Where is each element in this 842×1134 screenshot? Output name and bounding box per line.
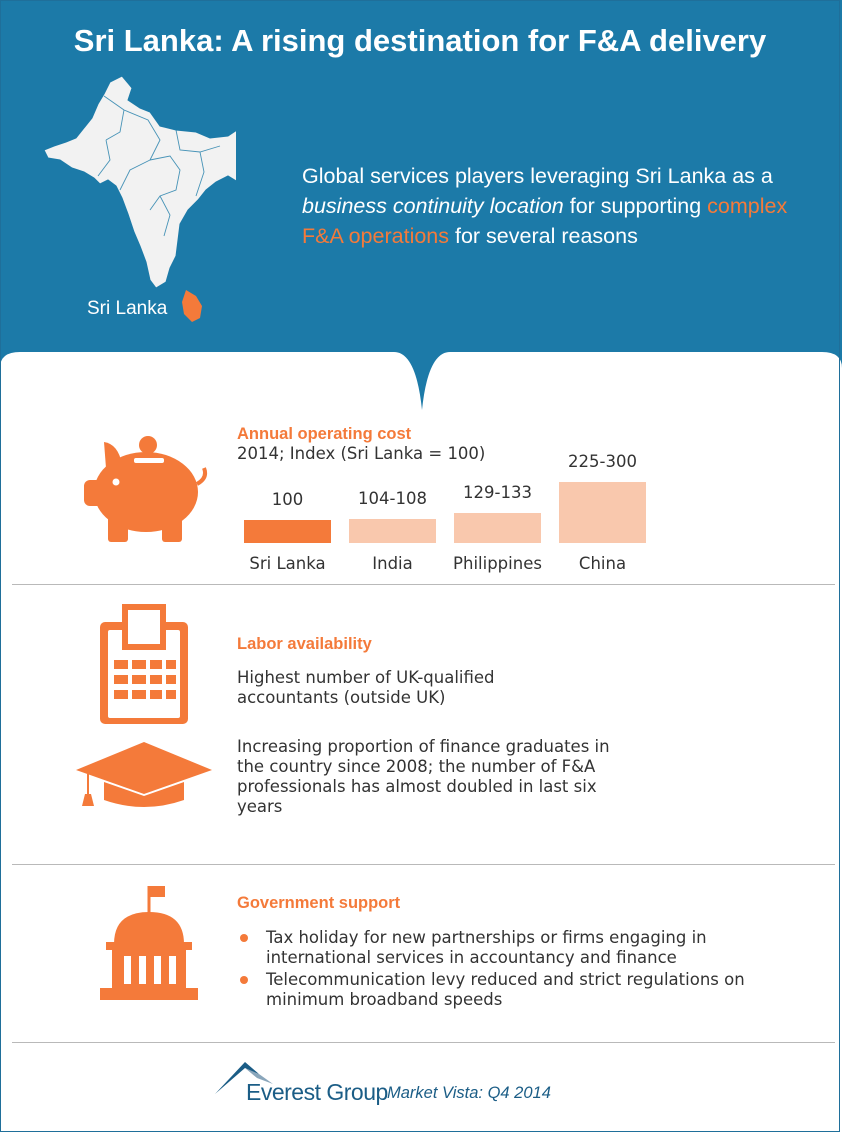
calculator-icon [100,604,188,724]
government-section-title: Government support [237,894,401,912]
bar-china [559,482,646,543]
everest-group-logo-text: Everest Group [246,1079,388,1105]
bar-india [349,518,436,543]
source-label: Market Vista: Q4 2014 [387,1084,551,1102]
bar-category-label: China [578,554,627,573]
labor-point-uk-accountants: Highest number of UK-qualified accountan… [237,668,495,707]
bar-value-label: 104-108 [358,488,427,508]
section-divider [12,1042,835,1043]
government-building-icon [100,886,198,1000]
intro-text: Global services players leveraging Sri L… [302,164,788,248]
section-divider [12,584,835,585]
bar-sri-lanka [244,519,331,543]
bar-category-label: Sri Lanka [249,554,326,573]
bar-category-label: Philippines [453,554,542,573]
cost-section-title: Annual operating cost [237,425,412,443]
graduation-cap-icon [76,742,212,807]
bar-value-label: 100 [271,489,304,509]
cost-subtitle: 2014; Index (Sri Lanka = 100) [237,444,486,463]
list-item: Tax holiday for new partnerships or firm… [237,928,757,968]
page-title: Sri Lanka: A rising destination for F&A … [73,23,767,58]
header-banner [0,0,842,410]
india-map-icon [43,75,236,322]
everest-logo-icon [215,1062,273,1094]
list-item: Telecommunication levy reduced and stric… [237,970,757,1010]
government-bullet-list: Tax holiday for new partnerships or firm… [237,928,757,1012]
bar-value-label: 129-133 [463,482,532,502]
labor-point-finance-graduates: Increasing proportion of finance graduat… [237,737,610,816]
bar-category-label: India [372,554,413,573]
bar-value-label: 225-300 [568,452,637,472]
sri-lanka-map-label: Sri Lanka [87,298,168,319]
piggy-bank-icon [84,436,208,542]
labor-section-title: Labor availability [237,635,372,653]
bar-philippines [454,512,541,543]
section-divider [12,864,835,865]
